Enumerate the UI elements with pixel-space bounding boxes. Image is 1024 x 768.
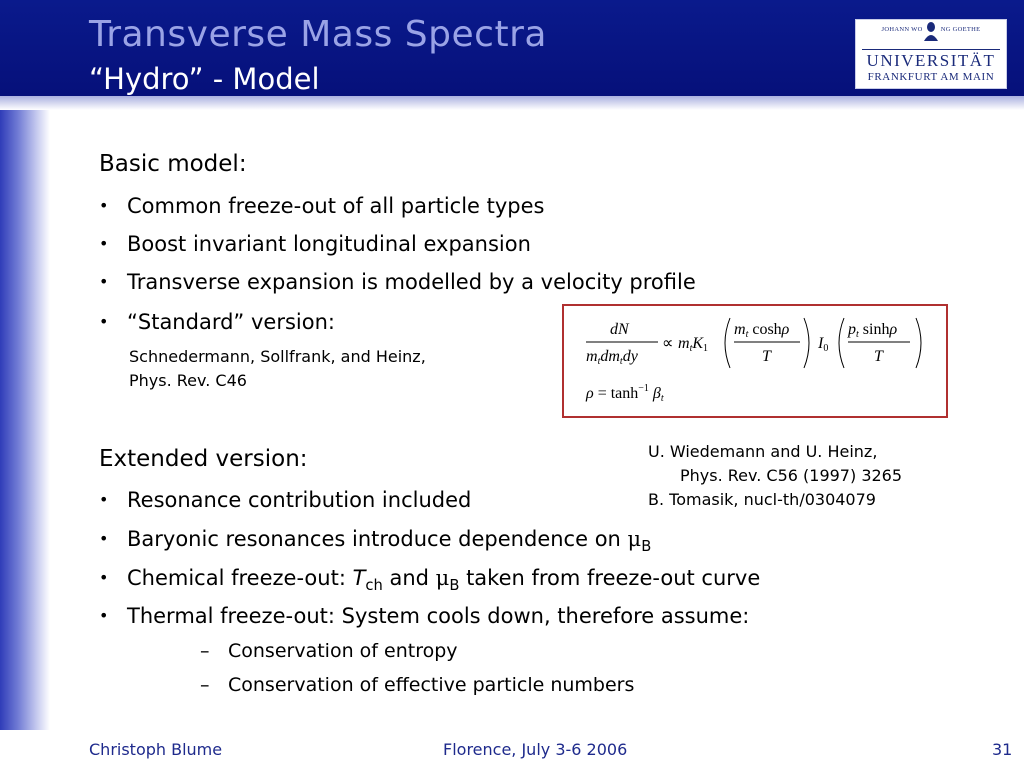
reference-line: Phys. Rev. C56 (1997) 3265 [680, 466, 903, 485]
logo-line-3: FRANKFURT AM MAIN [867, 71, 995, 83]
bullet-icon: • [99, 234, 109, 253]
logo-line-2: UNIVERSITÄT [866, 51, 996, 70]
logo-rule [862, 49, 1000, 50]
formula-numerator: dN [610, 321, 630, 338]
dash-icon: – [200, 674, 210, 696]
formula-box: dN mtdmtdy ∝ mtK1 mt coshρ T I0 pt sinhρ… [562, 304, 948, 418]
formula-proportional: ∝ [662, 335, 673, 352]
svg-text:mt coshρ: mt coshρ [734, 321, 790, 340]
svg-text:mtK1: mtK1 [678, 335, 708, 354]
footer-event: Florence, July 3-6 2006 [443, 740, 628, 759]
page-number: 31 [992, 740, 1013, 759]
svg-text:pt sinhρ: pt sinhρ [847, 321, 897, 340]
dash-icon: – [200, 640, 210, 662]
extended-version-heading: Extended version: [99, 446, 308, 472]
bullet-icon: • [99, 196, 109, 215]
formula-rho-line: ρ = tanh−1 βt [585, 383, 664, 404]
bullet-icon: • [99, 490, 109, 509]
goethe-portrait-icon [922, 21, 940, 41]
slide-title: Transverse Mass Spectra [89, 14, 547, 55]
bullet-icon: • [99, 568, 109, 587]
svg-text:I0: I0 [817, 335, 828, 354]
reference-line: Phys. Rev. C46 [129, 371, 247, 390]
svg-text:T: T [874, 348, 884, 365]
university-logo: JOHANN WOLFGANG GOETHE UNIVERSITÄT FRANK… [855, 19, 1007, 89]
formula-denominator: mtdmtdy [586, 348, 639, 367]
bullet-icon: • [99, 312, 109, 331]
bullet-icon: • [99, 606, 109, 625]
bullet-icon: • [99, 272, 109, 291]
reference-line: U. Wiedemann and U. Heinz, [648, 442, 878, 461]
sidebar-gradient [0, 110, 50, 730]
reference-line: Schnedermann, Sollfrank, and Heinz, [129, 347, 426, 366]
basic-model-heading: Basic model: [99, 151, 247, 177]
svg-text:T: T [762, 348, 772, 365]
header-fade [0, 96, 1024, 110]
header-bar [0, 0, 1024, 96]
bullet-icon: • [99, 529, 109, 548]
slide-subtitle: “Hydro” - Model [89, 62, 320, 96]
footer-author: Christoph Blume [89, 740, 223, 759]
reference-line: B. Tomasik, nucl-th/0304079 [648, 490, 876, 509]
